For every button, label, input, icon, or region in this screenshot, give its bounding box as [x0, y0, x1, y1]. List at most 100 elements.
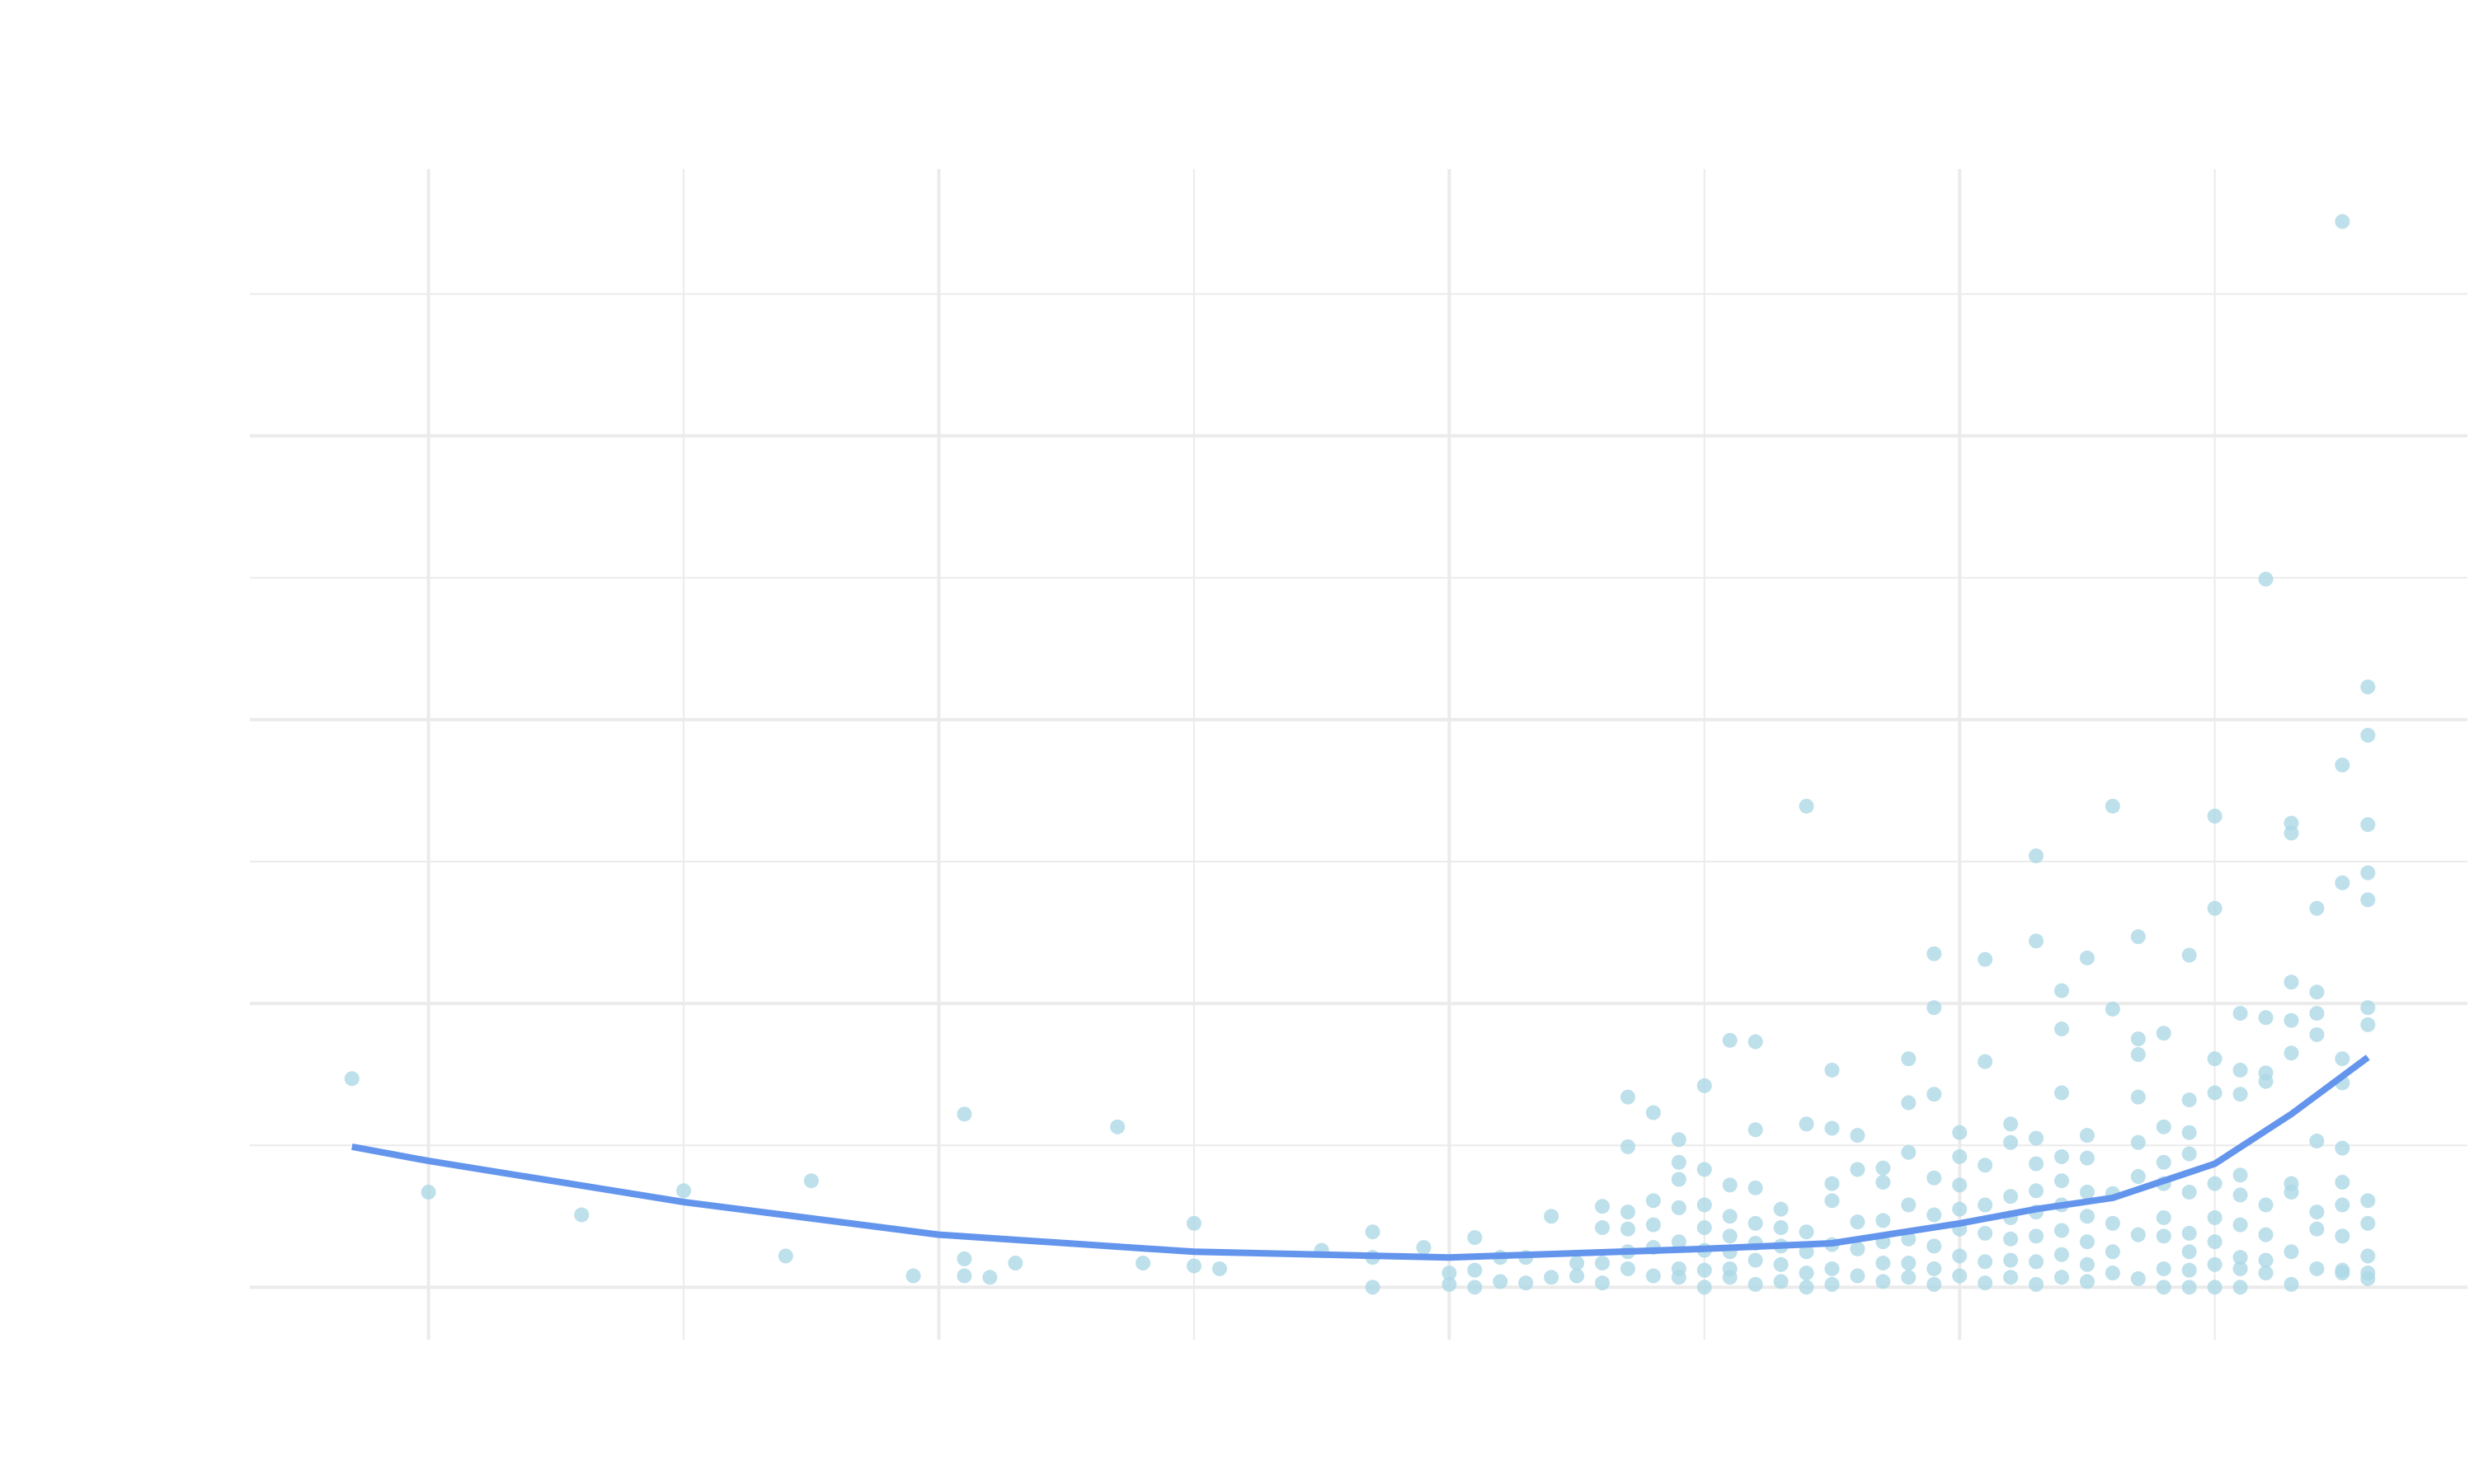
point — [2181, 1125, 2197, 1140]
point — [2309, 1261, 2325, 1276]
point — [2079, 1234, 2095, 1250]
point — [2232, 1167, 2248, 1183]
point — [2053, 1223, 2069, 1238]
point — [1747, 1180, 1763, 1195]
point — [1799, 1266, 1814, 1281]
point — [2079, 1150, 2095, 1166]
point — [2053, 1021, 2069, 1037]
point — [1901, 1144, 1917, 1160]
point — [2360, 727, 2376, 743]
point — [2258, 1197, 2274, 1213]
point — [2335, 1228, 2350, 1244]
point — [2284, 825, 2299, 841]
point — [2003, 1231, 2019, 1247]
point — [957, 1251, 972, 1266]
point — [2258, 571, 2274, 587]
point — [2207, 1176, 2222, 1191]
point — [1008, 1256, 1023, 1271]
point — [2053, 1085, 2069, 1101]
point — [1620, 1139, 1635, 1154]
point — [1365, 1224, 1380, 1240]
point — [1722, 1177, 1738, 1193]
point — [1211, 1261, 1227, 1276]
point — [1875, 1174, 1891, 1190]
point — [2130, 1227, 2146, 1242]
point — [803, 1173, 819, 1189]
point — [2232, 1250, 2248, 1266]
point — [1901, 1197, 1917, 1213]
point — [2207, 1085, 2222, 1101]
point — [2105, 798, 2120, 814]
point — [2181, 1280, 2197, 1295]
point — [2029, 1130, 2044, 1146]
point — [2029, 848, 2044, 864]
point — [1824, 1120, 1840, 1136]
point — [2181, 1146, 2197, 1162]
point — [2181, 1184, 2197, 1200]
point — [1467, 1230, 1483, 1246]
point — [2309, 1006, 2325, 1021]
point — [1518, 1275, 1534, 1291]
point — [1850, 1214, 1865, 1230]
point — [676, 1183, 692, 1199]
point — [2207, 900, 2222, 916]
point — [957, 1106, 972, 1122]
point — [421, 1184, 436, 1200]
point — [2232, 1280, 2248, 1295]
point — [1595, 1220, 1611, 1236]
point — [1799, 1116, 1814, 1132]
point — [1952, 1201, 1968, 1217]
point — [2284, 1276, 2299, 1292]
point — [2029, 1156, 2044, 1172]
point — [1978, 1054, 1993, 1069]
point — [1595, 1256, 1611, 1271]
point — [1824, 1261, 1840, 1276]
point — [2309, 1026, 2325, 1042]
point — [1493, 1274, 1508, 1289]
point — [2360, 1270, 2376, 1286]
point — [2130, 1047, 2146, 1063]
point — [2156, 1261, 2171, 1276]
point — [2130, 1169, 2146, 1185]
point — [2207, 1209, 2222, 1225]
point — [1799, 1224, 1814, 1240]
point — [1620, 1089, 1635, 1105]
point — [1952, 1125, 1968, 1140]
point — [1186, 1258, 1202, 1274]
point — [1799, 1280, 1814, 1295]
point — [2360, 1248, 2376, 1264]
point — [2130, 929, 2146, 945]
point — [1595, 1275, 1611, 1291]
point — [957, 1268, 972, 1284]
point — [1799, 798, 1814, 814]
point — [1850, 1268, 1865, 1284]
point — [2181, 1225, 2197, 1241]
point — [1671, 1234, 1686, 1250]
point — [2335, 875, 2350, 890]
point — [2029, 1183, 2044, 1199]
point — [2003, 1252, 2019, 1268]
point — [2258, 1073, 2274, 1089]
point — [1645, 1268, 1661, 1284]
point — [2335, 1051, 2350, 1067]
point — [1671, 1154, 1686, 1170]
point — [1875, 1274, 1891, 1289]
point — [1544, 1209, 1559, 1224]
point — [2181, 1262, 2197, 1278]
point — [2156, 1280, 2171, 1295]
point — [2053, 983, 2069, 998]
point — [2335, 1197, 2350, 1213]
point — [2232, 1187, 2248, 1203]
point — [1110, 1119, 1126, 1134]
point — [1620, 1261, 1635, 1276]
point — [344, 1071, 360, 1087]
point — [2105, 1266, 2120, 1281]
point — [1467, 1262, 1483, 1278]
point — [1722, 1228, 1738, 1244]
point — [1824, 1276, 1840, 1292]
point — [2079, 1128, 2095, 1144]
point — [1671, 1270, 1686, 1285]
point — [1926, 946, 1942, 961]
point — [1620, 1205, 1635, 1220]
